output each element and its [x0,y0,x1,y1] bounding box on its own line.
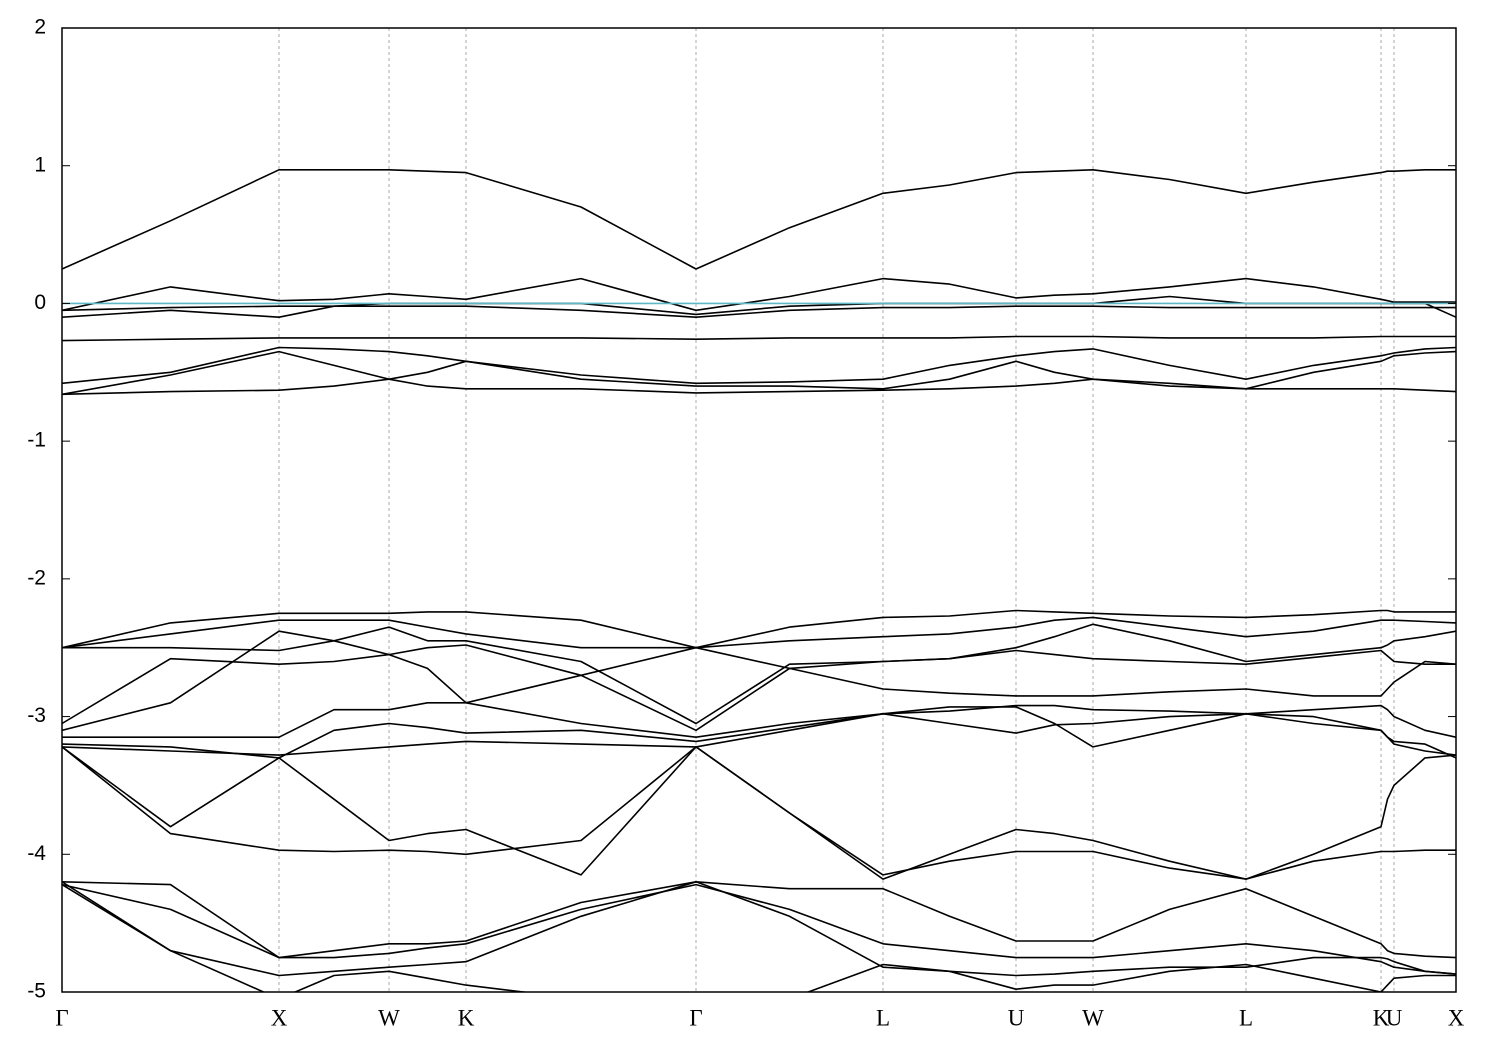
band-line [62,883,1456,975]
grid [278,28,1395,992]
x-tick-label: U [1386,1005,1403,1030]
y-tick-label: -5 [27,980,46,1003]
band-line [62,746,1456,880]
y-tick-label: -3 [27,704,46,727]
band-line [62,881,1456,977]
band-line [62,305,1456,318]
x-tick-label: U [1008,1005,1025,1030]
x-tick-label: W [1082,1005,1104,1030]
y-tick-label: -4 [27,842,46,865]
x-tick-label: K [1373,1005,1390,1030]
band-line [62,350,1456,396]
band-line [62,702,1456,738]
band-line [62,623,1456,725]
x-tick-label: Γ [689,1005,702,1030]
plot-frame [61,27,1457,993]
band-line [62,746,1456,880]
band-line [62,881,1456,959]
band-line [62,277,1456,312]
bands [62,169,1456,992]
band-line [62,609,1456,649]
x-tick-label: X [1448,1005,1465,1030]
band-line [62,883,1456,992]
y-tick-label: 1 [34,153,46,176]
x-tick-label: W [378,1005,400,1030]
x-tick-label: L [1239,1005,1253,1030]
band-line [62,630,1456,732]
x-tick-label: X [271,1005,288,1030]
x-tick-label: Γ [55,1005,68,1030]
y-tick-label: 0 [34,291,46,314]
band-line [62,706,1456,759]
y-tick-label: -2 [27,566,46,589]
y-tick-label: -1 [27,429,46,452]
band-line [62,644,1456,732]
band-line [62,169,1456,270]
band-line [62,335,1456,342]
x-tick-label: L [876,1005,890,1030]
y-tick-label: 2 [34,16,46,39]
band-line [62,378,1456,396]
band-line [62,616,1456,649]
x-tick-label: K [458,1005,475,1030]
band-line [62,346,1456,385]
